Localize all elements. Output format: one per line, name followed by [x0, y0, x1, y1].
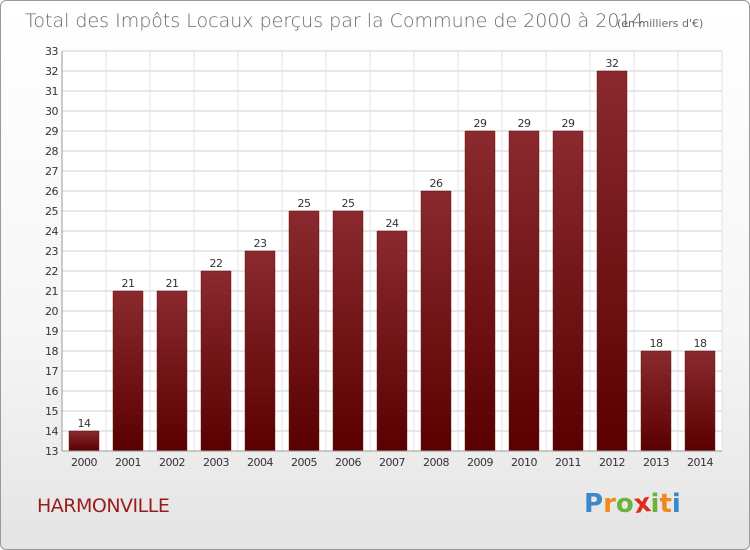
commune-name: HARMONVILLE	[37, 495, 170, 517]
y-tick-label: 18	[45, 345, 58, 358]
y-tick-label: 16	[45, 385, 58, 398]
bars-layer: 14 21 21 22 23 25 25 24 26 29 29 29 32 18 18	[68, 57, 716, 452]
logo-letter: x	[631, 487, 653, 521]
y-tick-label: 19	[45, 325, 58, 338]
logo-letter: i	[650, 489, 660, 519]
bar	[156, 290, 188, 452]
x-tick-label: 2013	[643, 456, 669, 469]
data-label: 25	[298, 197, 311, 210]
bar	[68, 430, 100, 452]
data-label: 22	[210, 257, 223, 270]
axis-layer: 13 14 15 16 17 18 19 20 21 22 23 24 25 26 27 28 29 30 31 32…	[45, 45, 722, 469]
bar	[684, 350, 716, 452]
data-label: 29	[518, 117, 531, 130]
bar	[640, 350, 672, 452]
y-tick-label: 23	[45, 245, 58, 258]
y-tick-label: 27	[45, 165, 58, 178]
x-tick-label: 2007	[379, 456, 405, 469]
logo-letter: i	[671, 489, 681, 519]
x-tick-label: 2008	[423, 456, 449, 469]
bar	[376, 230, 408, 452]
logo-letter: P	[584, 489, 604, 519]
x-tick-label: 2009	[467, 456, 493, 469]
bar	[508, 130, 540, 452]
y-tick-label: 25	[45, 205, 58, 218]
bar	[464, 130, 496, 452]
bar	[200, 270, 232, 452]
data-label: 21	[166, 277, 179, 290]
y-tick-label: 30	[45, 105, 58, 118]
x-tick-label: 2000	[71, 456, 97, 469]
y-tick-label: 20	[45, 305, 58, 318]
logo-letter: t	[659, 489, 672, 519]
logo-letter: o	[615, 489, 634, 519]
chart-subtitle: (en milliers d'€)	[617, 17, 703, 30]
proxiti-logo[interactable]: Proxiti	[584, 487, 681, 521]
data-label: 18	[650, 337, 663, 350]
y-tick-label: 29	[45, 125, 58, 138]
y-tick-label: 15	[45, 405, 58, 418]
y-tick-label: 31	[45, 85, 58, 98]
y-tick-label: 26	[45, 185, 58, 198]
x-tick-label: 2005	[291, 456, 317, 469]
y-tick-label: 17	[45, 365, 58, 378]
y-tick-label: 13	[45, 445, 58, 458]
x-tick-label: 2012	[599, 456, 625, 469]
x-tick-label: 2003	[203, 456, 229, 469]
x-tick-label: 2006	[335, 456, 361, 469]
data-label: 23	[254, 237, 267, 250]
x-tick-label: 2004	[247, 456, 273, 469]
x-tick-label: 2011	[555, 456, 581, 469]
y-tick-label: 24	[45, 225, 58, 238]
y-tick-label: 32	[45, 65, 58, 78]
bar	[244, 250, 276, 452]
bar	[552, 130, 584, 452]
x-tick-label: 2014	[687, 456, 713, 469]
data-label: 29	[474, 117, 487, 130]
bar	[420, 190, 452, 452]
bar	[112, 290, 144, 452]
x-tick-label: 2002	[159, 456, 185, 469]
bar	[288, 210, 320, 452]
logo-letter: r	[603, 489, 616, 519]
y-tick-label: 28	[45, 145, 58, 158]
data-label: 26	[430, 177, 443, 190]
y-tick-label: 21	[45, 285, 58, 298]
data-label: 18	[694, 337, 707, 350]
x-tick-label: 2001	[115, 456, 141, 469]
bar	[596, 70, 628, 452]
chart-title: Total des Impôts Locaux perçus par la Co…	[25, 10, 644, 32]
data-label: 14	[78, 417, 91, 430]
data-label: 21	[122, 277, 135, 290]
data-label: 25	[342, 197, 355, 210]
y-tick-label: 33	[45, 45, 58, 58]
y-tick-label: 14	[45, 425, 58, 438]
x-tick-label: 2010	[511, 456, 537, 469]
y-tick-label: 22	[45, 265, 58, 278]
data-label: 29	[562, 117, 575, 130]
bar	[332, 210, 364, 452]
data-label: 24	[386, 217, 399, 230]
data-label: 32	[606, 57, 619, 70]
